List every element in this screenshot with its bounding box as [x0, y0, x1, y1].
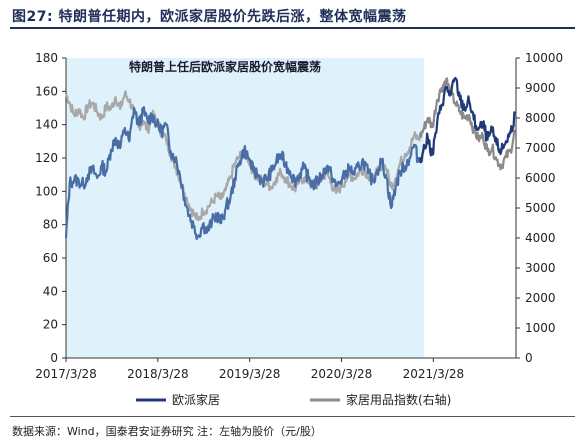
left-tick-label: 180	[35, 51, 58, 65]
right-tick-label: 0	[525, 351, 533, 365]
left-tick-label: 140	[35, 118, 58, 132]
x-tick-label: 2019/3/28	[219, 367, 281, 381]
legend-label-index: 家居用品指数(右轴)	[346, 392, 451, 407]
right-tick-label: 10000	[525, 51, 563, 65]
series-line-left	[64, 106, 426, 241]
series-line-right-post	[419, 77, 516, 171]
shaded-trump-term-area	[66, 58, 425, 358]
x-tick-label: 2020/3/28	[311, 367, 373, 381]
legend-label-stock: 欧派家居	[172, 392, 220, 407]
left-tick-label: 160	[35, 84, 58, 98]
figure-title: 图27: 特朗普任期内，欧派家居股价先跌后涨，整体宽幅震荡	[12, 9, 407, 25]
left-tick-label: 0	[50, 351, 58, 365]
left-tick-label: 40	[43, 284, 58, 298]
data-source-note: 数据来源：Wind，国泰君安证券研究 注：左轴为股价（元/股）	[12, 425, 322, 438]
left-tick-label: 60	[43, 251, 58, 265]
left-tick-label: 120	[35, 151, 58, 165]
right-tick-label: 1000	[525, 321, 556, 335]
right-tick-label: 2000	[525, 291, 556, 305]
series-line-left-post	[419, 76, 516, 164]
x-tick-label: 2018/3/28	[127, 367, 189, 381]
right-tick-label: 9000	[525, 81, 556, 95]
shaded-period-layer	[66, 58, 425, 358]
right-tick-label: 7000	[525, 141, 556, 155]
left-tick-label: 80	[43, 218, 58, 232]
axis-layer: 0 20 40 60 80 100 120 140 160 180 0 1000 2000 3000 400…	[35, 51, 563, 381]
chart-annotation: 特朗普上任后欧派家居股价宽幅震荡	[129, 59, 321, 74]
right-tick-label: 6000	[525, 171, 556, 185]
right-tick-label: 4000	[525, 231, 556, 245]
legend: 欧派家居 家居用品指数(右轴)	[136, 392, 451, 407]
x-tick-label: 2021/3/28	[403, 367, 465, 381]
title-rule	[10, 27, 575, 29]
left-tick-label: 20	[43, 318, 58, 332]
series-layer	[64, 76, 516, 241]
left-tick-label: 100	[35, 184, 58, 198]
right-tick-label: 8000	[525, 111, 556, 125]
right-tick-label: 3000	[525, 261, 556, 275]
right-tick-label: 5000	[525, 201, 556, 215]
x-tick-label: 2017/3/28	[35, 367, 97, 381]
source-rule	[10, 416, 575, 417]
